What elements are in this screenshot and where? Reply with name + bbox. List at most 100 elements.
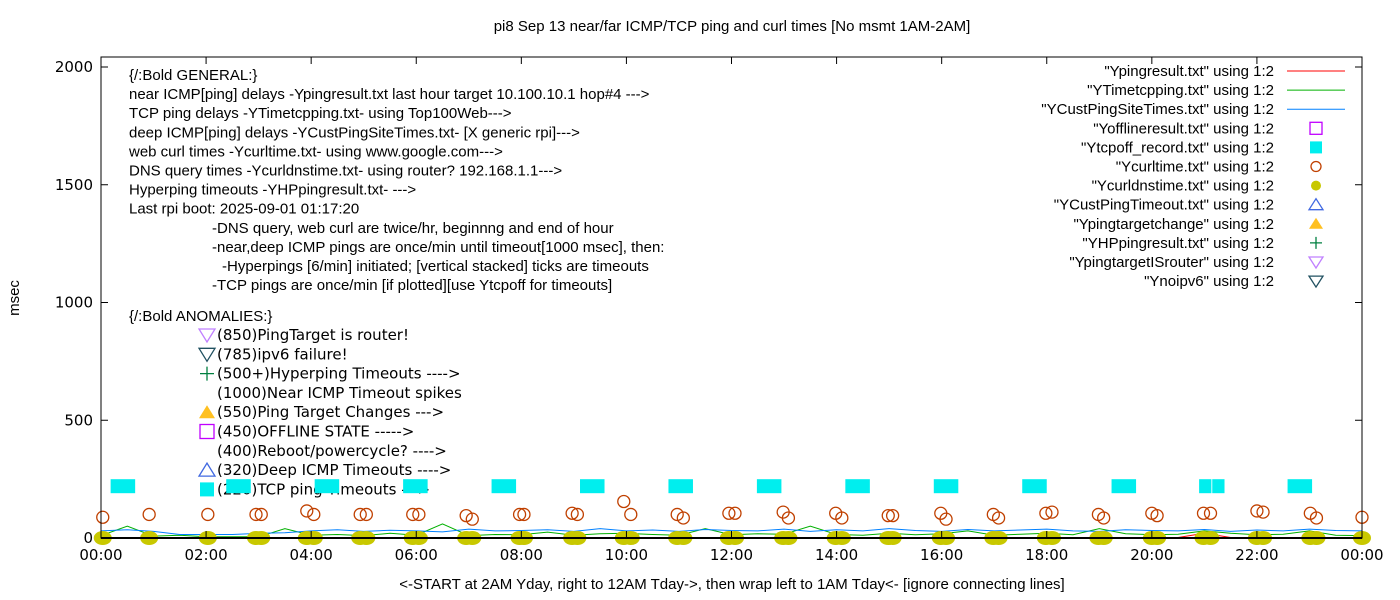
curltime-point bbox=[254, 507, 268, 522]
annotation-line: near ICMP[ping] delays -Ypingresult.txt … bbox=[129, 86, 650, 103]
y-tick-label: 1500 bbox=[55, 176, 93, 194]
tcpoff-marker bbox=[226, 479, 251, 494]
x-tick-label: 00:00 bbox=[1340, 546, 1383, 564]
curltime-point bbox=[617, 494, 631, 509]
legend-swatch bbox=[1310, 141, 1322, 154]
curltime-point bbox=[300, 504, 314, 518]
anomaly-marker bbox=[199, 405, 215, 419]
legend-swatch bbox=[1309, 217, 1323, 229]
curltime-point bbox=[781, 511, 796, 525]
legend-swatch bbox=[1310, 236, 1322, 249]
legend-swatch bbox=[1311, 180, 1321, 191]
curltime-point bbox=[991, 511, 1006, 525]
x-tick-label: 10:00 bbox=[605, 546, 648, 564]
tcpoff-marker bbox=[1212, 479, 1225, 494]
tcpoff-marker bbox=[403, 479, 428, 494]
x-tick-label: 20:00 bbox=[1130, 546, 1173, 564]
tcpoff-marker bbox=[845, 479, 870, 494]
legend-label: "YTimetcpping.txt" using 1:2 bbox=[1087, 82, 1274, 99]
curltime-point bbox=[359, 507, 373, 522]
y-axis-label: msec bbox=[6, 280, 23, 316]
curltime-point bbox=[881, 508, 895, 523]
curltime-point bbox=[676, 511, 690, 525]
tcpoff-marker bbox=[668, 479, 693, 494]
curltime-point bbox=[353, 507, 367, 522]
anomaly-marker bbox=[200, 366, 214, 381]
legend-label: "Ynoipv6" using 1:2 bbox=[1144, 273, 1274, 290]
legend: "Ypingresult.txt" using 1:2 "YTimetcpping… bbox=[1041, 63, 1345, 290]
chart-title: pi8 Sep 13 near/far ICMP/TCP ping and cu… bbox=[494, 18, 971, 35]
curltime-point bbox=[96, 510, 110, 524]
curltime-point bbox=[412, 507, 426, 522]
x-axis-label: <-START at 2AM Yday, right to 12AM Tday-… bbox=[399, 576, 1064, 593]
legend-label: "YpingtargetISrouter" using 1:2 bbox=[1069, 254, 1274, 271]
curltime-point bbox=[722, 506, 736, 520]
tcpoff-marker bbox=[1199, 479, 1212, 494]
anomaly-marker bbox=[199, 423, 215, 440]
annotation-line: -Hyperpings [6/min] initiated; [vertical… bbox=[222, 258, 649, 275]
curltime-point bbox=[1309, 511, 1324, 525]
curltime-point bbox=[565, 506, 579, 520]
legend-label: "Ycurldnstime.txt" using 1:2 bbox=[1092, 178, 1274, 195]
annotation-line: {/:Bold GENERAL:} bbox=[129, 67, 257, 84]
curltime-point bbox=[1150, 508, 1164, 523]
series-line bbox=[100, 528, 1363, 535]
annotation-line: web curl times -Ycurltime.txt- using www… bbox=[128, 143, 503, 160]
curltime-point bbox=[1039, 506, 1053, 520]
legend-label: "Yofflineresult.txt" using 1:2 bbox=[1093, 120, 1274, 137]
curltime-point bbox=[307, 507, 321, 522]
legend-label: "Ypingresult.txt" using 1:2 bbox=[1104, 63, 1274, 80]
curltime-point bbox=[1196, 506, 1211, 520]
x-tick-label: 02:00 bbox=[184, 546, 227, 564]
y-tick-label: 2000 bbox=[55, 58, 93, 76]
curltime-point bbox=[1250, 504, 1264, 518]
curltime-point bbox=[939, 512, 953, 526]
tcpoff-marker bbox=[580, 479, 605, 494]
anomaly-line: (550)Ping Target Changes ---> bbox=[217, 403, 444, 421]
anomaly-line: (500+)Hyperping Timeouts ----> bbox=[217, 365, 461, 383]
curltime-point bbox=[570, 507, 585, 522]
anomaly-line: (1000)Near ICMP Timeout spikes bbox=[217, 384, 462, 402]
x-tick-label: 04:00 bbox=[290, 546, 333, 564]
legend-label: "YHPpingresult.txt" using 1:2 bbox=[1082, 235, 1274, 252]
annotations: {/:Bold GENERAL:} near ICMP[ping] delays … bbox=[128, 67, 664, 498]
anomaly-line: (320)Deep ICMP Timeouts ----> bbox=[217, 461, 451, 479]
tcpoff-marker bbox=[756, 479, 782, 494]
legend-label: "Ytcpoff_record.txt" using 1:2 bbox=[1081, 139, 1274, 156]
tcpoff-marker bbox=[491, 479, 517, 494]
y-tick-label: 0 bbox=[83, 529, 93, 547]
curltime-point bbox=[624, 507, 638, 522]
legend-swatch bbox=[1309, 121, 1323, 135]
curltime-point bbox=[1097, 511, 1111, 525]
y-tick-label: 500 bbox=[64, 411, 93, 429]
annotation-line: Hyperping timeouts -YHPpingresult.txt- -… bbox=[129, 182, 416, 199]
curltime-point bbox=[465, 512, 479, 526]
anomaly-line: (850)PingTarget is router! bbox=[217, 326, 409, 344]
tcpoff-marker bbox=[314, 479, 340, 494]
legend-label: "Ycurltime.txt" using 1:2 bbox=[1116, 159, 1274, 176]
curltime-point bbox=[201, 507, 215, 522]
anomaly-marker bbox=[197, 347, 217, 363]
legend-swatch bbox=[1307, 256, 1325, 270]
anomaly-line: (450)OFFLINE STATE -----> bbox=[217, 423, 414, 441]
legend-label: "YCustPingTimeout.txt" using 1:2 bbox=[1054, 197, 1274, 214]
curltime-point bbox=[406, 507, 420, 522]
anomaly-marker bbox=[197, 461, 217, 477]
annotation-line: -TCP pings are once/min [if plotted][use… bbox=[212, 277, 612, 294]
x-tick-label: 18:00 bbox=[1025, 546, 1068, 564]
annotation-header: {/:Bold ANOMALIES:} bbox=[129, 308, 272, 325]
x-tick-label: 16:00 bbox=[920, 546, 963, 564]
tcpoff-marker bbox=[110, 479, 136, 494]
curltime-point bbox=[1203, 506, 1218, 520]
curltime-point bbox=[512, 507, 527, 522]
curltime-point bbox=[835, 511, 849, 525]
curltime-point bbox=[142, 507, 156, 522]
annotation-line: Last rpi boot: 2025-09-01 01:17:20 bbox=[129, 201, 359, 218]
curltime-point bbox=[249, 507, 263, 522]
anomaly-marker bbox=[200, 482, 214, 497]
annotation-line: -DNS query, web curl are twice/hr, begin… bbox=[212, 220, 614, 237]
legend-swatch bbox=[1310, 160, 1322, 173]
annotation-line: TCP ping delays -YTimetcpping.txt- using… bbox=[129, 105, 512, 122]
x-tick-label: 06:00 bbox=[395, 546, 438, 564]
